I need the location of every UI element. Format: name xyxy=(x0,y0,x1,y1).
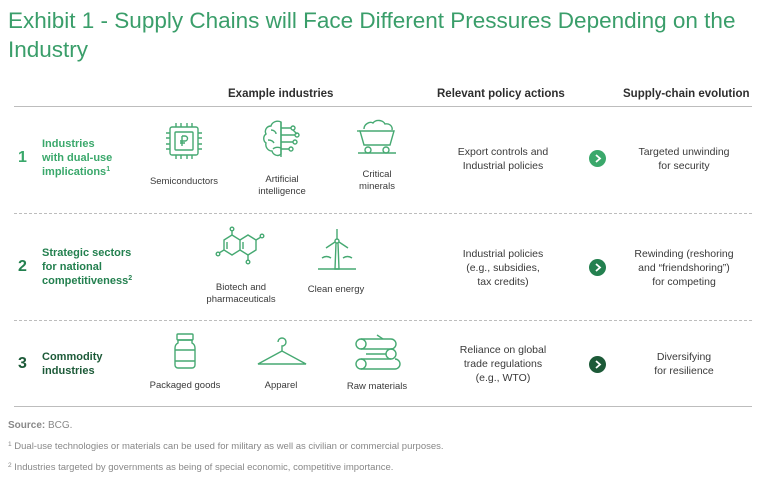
industry-label: Packaged goods xyxy=(149,380,221,391)
row-number: 3 xyxy=(18,355,27,372)
supply-chain-evolution-text: Diversifying for resilience xyxy=(654,351,714,377)
row-divider xyxy=(14,213,752,214)
footnote-1: 1 Dual-use technologies or materials can… xyxy=(8,441,444,452)
source-note: Source: BCG. xyxy=(8,420,73,431)
industry-label: Artificial intelligence xyxy=(258,174,306,197)
microchip-icon xyxy=(164,121,204,161)
footnote-ref: 1 xyxy=(106,166,111,173)
row-category: Commodity industries xyxy=(42,351,103,377)
jar-icon xyxy=(174,333,196,369)
row-number: 2 xyxy=(18,258,27,275)
industry-label: Apparel xyxy=(264,380,298,391)
row-divider xyxy=(14,320,752,321)
molecule-icon xyxy=(215,226,266,268)
chevron-right-icon xyxy=(589,150,606,167)
hanger-icon xyxy=(256,334,308,368)
industry-label: Raw materials xyxy=(346,381,408,392)
row-category: Strategic sectors for national competiti… xyxy=(42,247,133,287)
header-divider xyxy=(14,106,752,107)
row-category: Industries with dual-use implications1 xyxy=(42,138,113,178)
policy-actions-text: Industrial policies (e.g., subsidies, ta… xyxy=(462,248,544,288)
header-policy-actions: Relevant policy actions xyxy=(437,88,565,100)
footnote-2: 2 Industries targeted by governments as … xyxy=(8,462,394,473)
industry-label: Clean energy xyxy=(307,284,365,295)
chevron-right-icon xyxy=(589,259,606,276)
industry-label: Biotech and pharmaceuticals xyxy=(206,282,276,305)
mine-cart-icon xyxy=(356,117,398,157)
industry-label: Critical minerals xyxy=(359,169,395,192)
header-supply-chain-evolution: Supply-chain evolution xyxy=(623,88,750,100)
chevron-right-icon xyxy=(589,356,606,373)
header-example-industries: Example industries xyxy=(228,88,334,100)
table-bottom-rule xyxy=(14,406,752,407)
wind-turbine-icon xyxy=(316,228,358,272)
policy-actions-text: Reliance on global trade regulations (e.… xyxy=(459,344,547,384)
footnote-ref: 2 xyxy=(128,275,133,282)
brain-circuit-icon xyxy=(259,118,307,160)
industry-label: Semiconductors xyxy=(149,176,219,187)
logs-icon xyxy=(353,334,401,373)
exhibit-title: Exhibit 1 - Supply Chains will Face Diff… xyxy=(8,8,736,62)
policy-actions-text: Export controls and Industrial policies xyxy=(457,146,549,172)
supply-chain-evolution-text: Targeted unwinding for security xyxy=(638,146,730,172)
supply-chain-evolution-text: Rewinding (reshoring and “friendshoring”… xyxy=(634,248,734,288)
row-number: 1 xyxy=(18,149,27,166)
